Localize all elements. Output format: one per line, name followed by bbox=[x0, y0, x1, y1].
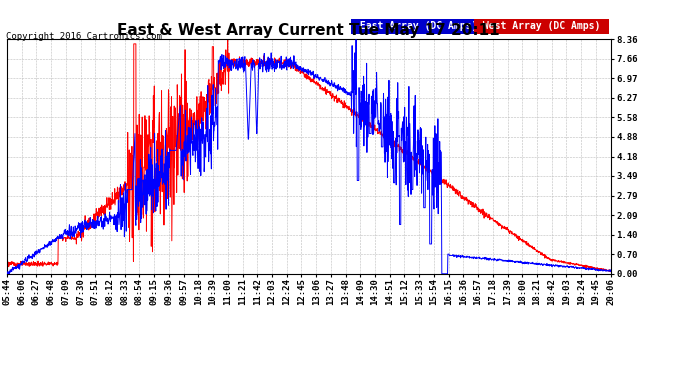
Text: Copyright 2016 Cartronics.com: Copyright 2016 Cartronics.com bbox=[6, 32, 161, 41]
Title: East & West Array Current Tue May 17 20:11: East & West Array Current Tue May 17 20:… bbox=[117, 23, 500, 38]
Text: East Array (DC Amps): East Array (DC Amps) bbox=[354, 21, 483, 32]
Text: West Array (DC Amps): West Array (DC Amps) bbox=[477, 21, 606, 32]
